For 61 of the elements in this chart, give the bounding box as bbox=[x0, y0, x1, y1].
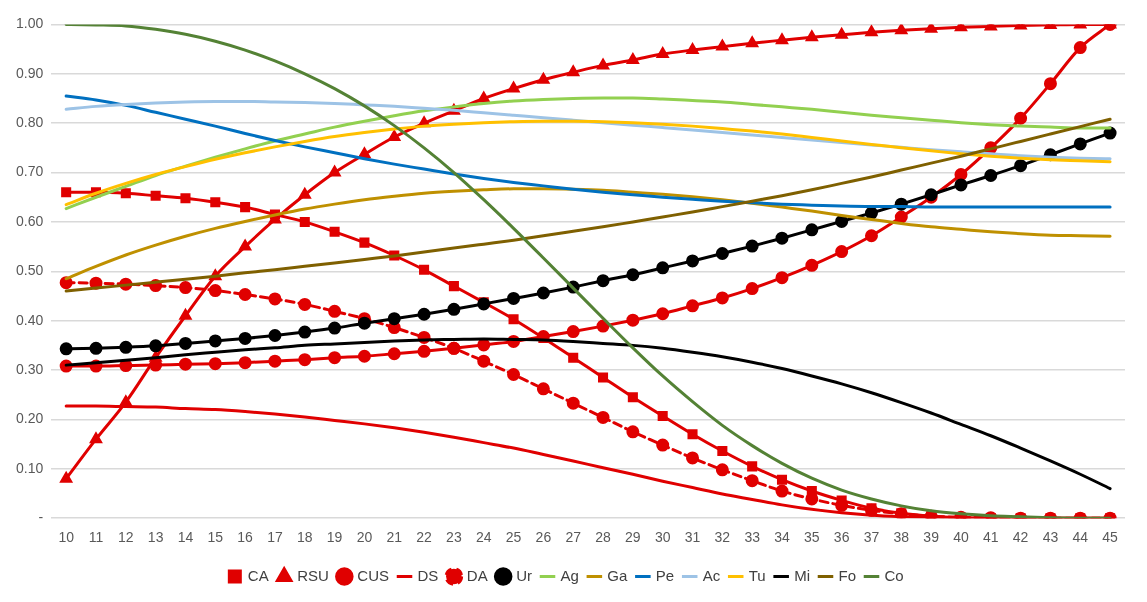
x-tick-label: 10 bbox=[58, 529, 75, 546]
x-tick-label: 38 bbox=[893, 529, 910, 546]
legend-label: Ga bbox=[607, 566, 629, 584]
x-tick-label: 35 bbox=[804, 529, 820, 546]
legend-label: CUS bbox=[357, 566, 390, 584]
x-tick-label: 16 bbox=[237, 529, 254, 546]
x-tick-label: 34 bbox=[774, 529, 790, 546]
legend-label: Co bbox=[884, 566, 904, 584]
y-tick-label: 0.80 bbox=[16, 114, 44, 131]
x-tick-label: 14 bbox=[177, 529, 194, 546]
x-tick-label: 25 bbox=[505, 529, 522, 546]
y-tick-label: - bbox=[38, 509, 44, 526]
y-tick-label: 0.30 bbox=[16, 360, 44, 377]
legend-label: Fo bbox=[838, 566, 857, 584]
y-tick-label: 1.00 bbox=[16, 15, 44, 32]
x-tick-label: 12 bbox=[118, 529, 134, 546]
y-tick-label: 0.10 bbox=[16, 459, 44, 476]
legend-label: Ac bbox=[702, 566, 721, 584]
x-tick-label: 26 bbox=[535, 529, 552, 546]
y-tick-label: 0.70 bbox=[16, 163, 44, 180]
x-tick-label: 42 bbox=[1012, 529, 1029, 546]
x-tick-label: 19 bbox=[326, 529, 343, 546]
y-tick-label: 0.90 bbox=[16, 64, 44, 81]
legend-label: Pe bbox=[655, 566, 675, 584]
x-tick-label: 36 bbox=[833, 529, 850, 546]
x-tick-label: 39 bbox=[923, 529, 940, 546]
x-tick-label: 18 bbox=[296, 529, 313, 546]
legend-label: DA bbox=[466, 566, 488, 584]
x-tick-label: 31 bbox=[684, 529, 701, 546]
legend-label: Tu bbox=[748, 566, 766, 584]
y-tick-label: 0.40 bbox=[16, 311, 44, 328]
x-tick-label: 17 bbox=[267, 529, 283, 546]
x-tick-label: 41 bbox=[982, 529, 999, 546]
x-tick-label: 22 bbox=[416, 529, 433, 546]
x-tick-label: 40 bbox=[953, 529, 969, 546]
x-tick-label: 11 bbox=[88, 529, 104, 546]
x-tick-label: 23 bbox=[446, 529, 462, 546]
legend-label: Ag bbox=[560, 566, 579, 584]
x-tick-label: 29 bbox=[625, 529, 641, 546]
x-tick-label: 45 bbox=[1102, 529, 1119, 546]
x-tick-label: 43 bbox=[1042, 529, 1059, 546]
legend-label: DS bbox=[417, 566, 439, 584]
x-tick-label: 27 bbox=[565, 529, 582, 546]
x-tick-label: 20 bbox=[356, 529, 373, 546]
x-tick-label: 24 bbox=[475, 529, 492, 546]
legend-label: Mi bbox=[794, 566, 810, 584]
x-tick-label: 33 bbox=[744, 529, 761, 546]
legend-label: Ur bbox=[516, 566, 533, 584]
x-tick-label: 32 bbox=[714, 529, 731, 546]
x-tick-label: 37 bbox=[863, 529, 880, 546]
legend-label: CA bbox=[247, 566, 269, 584]
y-tick-label: 0.50 bbox=[16, 262, 44, 279]
y-tick-label: 0.20 bbox=[16, 410, 44, 427]
x-tick-label: 44 bbox=[1072, 529, 1089, 546]
x-tick-label: 21 bbox=[386, 529, 403, 546]
y-tick-label: 0.60 bbox=[16, 212, 44, 229]
x-tick-label: 30 bbox=[654, 529, 671, 546]
x-tick-label: 28 bbox=[595, 529, 612, 546]
x-tick-label: 15 bbox=[207, 529, 224, 546]
legend-label: RSU bbox=[297, 566, 329, 584]
x-tick-label: 13 bbox=[147, 529, 164, 546]
